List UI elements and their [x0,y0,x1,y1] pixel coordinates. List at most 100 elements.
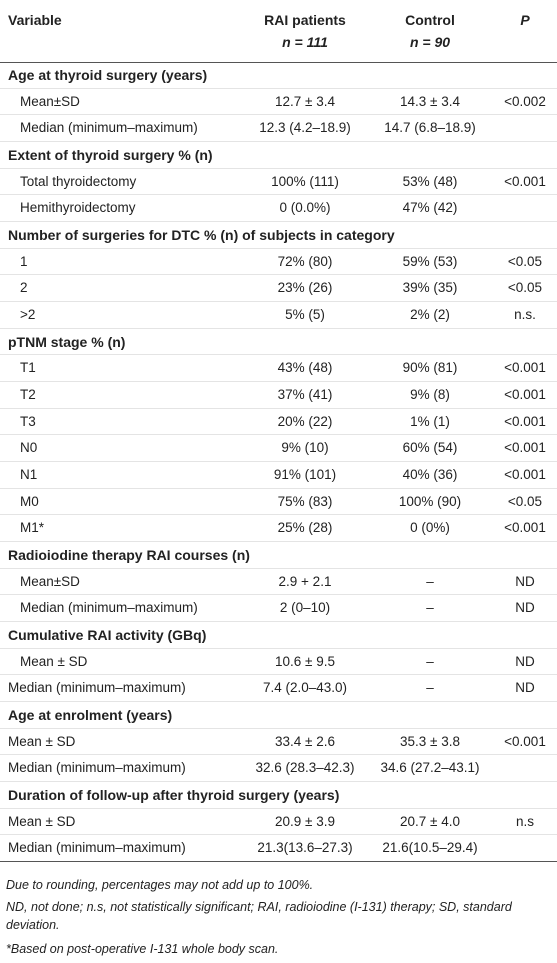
table-row: Mean ± SD 20.9 ± 3.9 20.7 ± 4.0 n.s [0,809,557,836]
table-cell: n.s. [514,307,536,322]
table-cell: >2 [20,307,36,322]
table-cell: 20.9 ± 3.9 [275,813,335,829]
table-cell: 21.3(13.6–27.3) [257,840,353,856]
table-cell: 10.6 ± 9.5 [275,653,335,669]
table-cell: 9% (10) [281,440,329,456]
table-cell: 2% (2) [410,307,450,322]
table-cell: <0.05 [507,280,543,296]
table-cell: ND [515,680,535,696]
table-cell: 72% (80) [277,253,333,269]
section-row: Age at thyroid surgery (years) [0,62,557,89]
section-title: Duration of follow-up after thyroid surg… [8,787,340,803]
table-cell: Mean ± SD [8,733,76,749]
table-cell: 2 [20,280,28,296]
table-cell: <0.001 [504,360,546,376]
table-cell: M1* [20,520,45,536]
table-row: Median (minimum–maximum) 2 (0–10) – ND [0,595,557,622]
table-cell: 0 (0.0%) [279,200,331,216]
header-cell: Control [405,12,455,28]
table-header: Variable RAI patients n = 111 Control n … [0,0,557,63]
table-cell: 39% (35) [402,280,458,296]
table-cell: ND [515,600,535,616]
table-cell: 75% (83) [277,493,333,509]
table-cell: n.s [515,813,534,829]
table-cell: 59% (53) [402,253,458,269]
table-cell: 2 (0–10) [279,600,331,616]
table-cell: 25% (28) [277,520,333,536]
table-cell: 60% (54) [402,440,458,456]
table-cell: 1% (1) [410,413,450,429]
table-cell: M0 [20,493,39,509]
table-cell: <0.002 [504,93,546,109]
table-cell: 91% (101) [273,467,337,482]
table-cell: – [426,653,434,669]
table-cell: 90% (81) [402,360,458,376]
table-cell: N0 [20,440,38,456]
section-row: Radioiodine therapy RAI courses (n) [0,542,557,569]
table-cell: Median (minimum–maximum) [20,600,198,616]
table-cell: 12.3 (4.2–18.9) [259,120,351,136]
section-row: Cumulative RAI activity (GBq) [0,622,557,649]
table-cell: ND [515,573,535,589]
table-cell: 53% (48) [402,173,458,189]
table-row: Median (minimum–maximum) 21.3(13.6–27.3) 2… [0,835,557,862]
footnote: Due to rounding, percentages may not add… [6,878,314,892]
table-row: M1* 25% (28) 0 (0%) <0.001 [0,515,557,542]
table-cell: <0.001 [504,520,546,536]
table-cell: 9% (8) [410,387,450,402]
table-row: Mean±SD 2.9 + 2.1 – ND [0,569,557,596]
table-cell: 20% (22) [277,413,333,429]
table-cell: 14.7 (6.8–18.9) [384,120,476,136]
section-row: pTNM stage % (n) [0,329,557,356]
table-cell: Mean±SD [20,573,80,589]
table-row: N0 9% (10) 60% (54) <0.001 [0,435,557,462]
table-row: >2 5% (5) 2% (2) n.s. [0,302,557,329]
table-row: 2 23% (26) 39% (35) <0.05 [0,275,557,302]
table-cell: 20.7 ± 4.0 [400,813,460,829]
table-cell: 33.4 ± 2.6 [275,733,335,749]
table-cell: 12.7 ± 3.4 [275,93,335,109]
section-title: Age at enrolment (years) [8,707,173,723]
table-cell: 37% (41) [277,387,333,402]
table-cell: Median (minimum–maximum) [20,120,198,136]
table-row: T3 20% (22) 1% (1) <0.001 [0,409,557,436]
table-cell: 35.3 ± 3.8 [400,733,460,749]
section-title: Radioiodine therapy RAI courses (n) [8,547,250,563]
table-cell: <0.001 [504,467,546,482]
table-row: T2 37% (41) 9% (8) <0.001 [0,382,557,409]
table-cell: 0 (0%) [410,520,450,536]
table-cell: 21.6(10.5–29.4) [382,840,478,856]
table-cell: 14.3 ± 3.4 [400,93,460,109]
table-cell: – [426,600,434,616]
table-cell: Mean ± SD [8,813,76,829]
table-cell: Median (minimum–maximum) [8,840,186,856]
table-cell: <0.001 [504,733,546,749]
section-row: Number of surgeries for DTC % (n) of sub… [0,222,557,249]
table-cell: <0.001 [504,387,546,402]
table-cell: <0.05 [507,493,543,509]
table-cell: 40% (36) [402,467,458,482]
table-cell: Median (minimum–maximum) [8,760,186,776]
table-cell: – [426,573,434,589]
footnote: *Based on post-operative I-131 whole bod… [6,942,279,956]
table-cell: Total thyroidectomy [20,173,137,189]
table-cell: Mean±SD [20,93,80,109]
table-cell: 2.9 + 2.1 [278,573,332,589]
table-cell: 34.6 (27.2–43.1) [380,760,480,776]
table-row: N1 91% (101) 40% (36) <0.001 [0,462,557,489]
table-row: Mean ± SD 33.4 ± 2.6 35.3 ± 3.8 <0.001 [0,729,557,756]
table-cell: <0.05 [507,253,543,269]
table-cell: ND [515,653,535,669]
table-cell: T1 [20,360,36,376]
table-cell: 7.4 (2.0–43.0) [262,680,348,696]
section-title: Extent of thyroid surgery % (n) [8,147,213,163]
table-row: Mean±SD 12.7 ± 3.4 14.3 ± 3.4 <0.002 [0,89,557,116]
header-cell: Variable [8,12,62,28]
section-row: Duration of follow-up after thyroid surg… [0,782,557,809]
table-cell: 47% (42) [402,200,458,216]
table-row: Median (minimum–maximum) 12.3 (4.2–18.9) 1… [0,115,557,142]
table-cell: 43% (48) [277,360,333,376]
table-cell: <0.001 [504,173,546,189]
table-cell: 32.6 (28.3–42.3) [255,760,355,776]
